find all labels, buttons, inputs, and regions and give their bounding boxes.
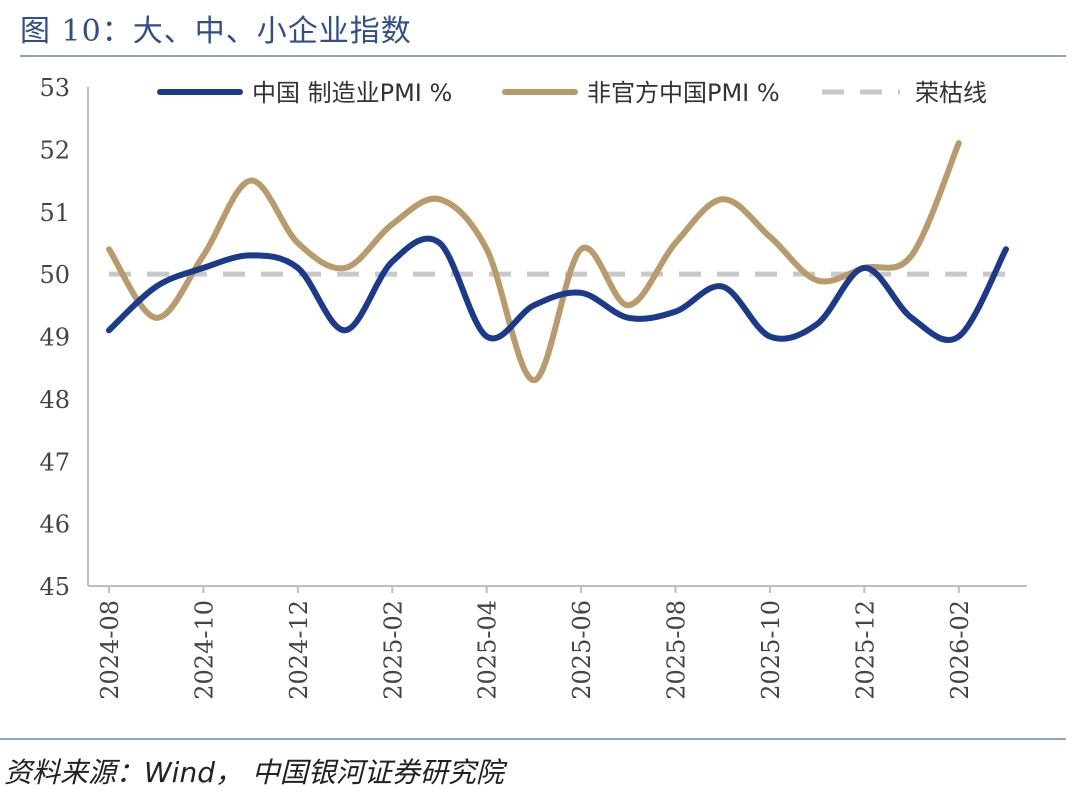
y-tick-label: 47 [39,448,70,476]
chart-series [106,140,1009,384]
x-tick-label: 2026-02 [946,600,974,700]
chart-legend: 中国 制造业PMI % 非官方中国PMI % 荣枯线 [157,79,987,107]
line-chart: 45 46 47 48 49 50 51 52 53 2024-08 2024-10 2024-12 2… [39,74,1027,700]
x-tick-label: 2024-08 [96,600,124,700]
legend-label-1: 非官方中国PMI % [587,79,780,107]
x-tick-label: 2025-08 [663,600,691,700]
x-tick-label: 2025-06 [568,600,596,700]
legend-label-2: 荣枯线 [915,79,987,107]
x-tick-label: 2024-12 [285,600,313,700]
x-tick-label: 2024-10 [190,600,218,700]
y-tick-label: 48 [39,386,70,414]
legend-label-0: 中国 制造业PMI % [252,79,452,107]
y-tick-label: 49 [39,324,70,352]
x-tick-label: 2025-10 [757,600,785,700]
y-tick-label: 45 [39,573,70,601]
series-line-1 [106,140,962,384]
y-tick-label: 51 [39,199,70,227]
chart-axes: 45 46 47 48 49 50 51 52 53 2024-08 2024-10 2024-12 2… [39,74,1027,700]
x-tick-label: 2025-04 [474,600,502,700]
title-rule [20,55,1066,57]
y-tick-label: 46 [39,511,70,539]
x-tick-label: 2025-02 [379,600,407,700]
y-tick-label: 50 [39,261,70,289]
chart-title: 图 10：大、中、小企业指数 [20,14,412,49]
y-tick-label: 52 [39,136,70,164]
x-tick-label: 2025-12 [851,600,879,700]
source-note: 资料来源：Wind， 中国银河证券研究院 [4,756,504,789]
y-tick-label: 53 [39,74,70,102]
source-rule [0,738,1066,740]
series-line-0 [106,235,1009,343]
